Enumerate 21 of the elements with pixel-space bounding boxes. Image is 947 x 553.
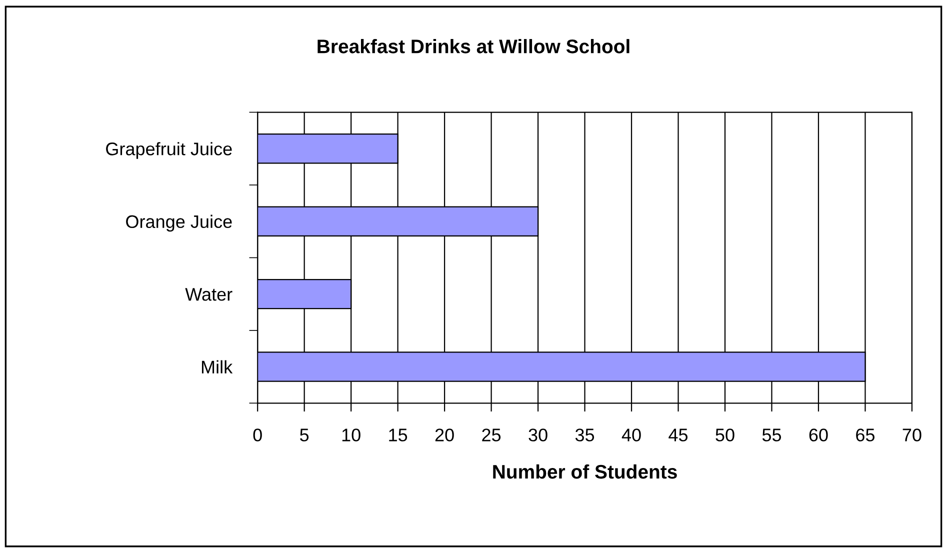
x-axis-title: Number of Students — [493, 464, 677, 479]
x-tick-label: 10 — [342, 428, 360, 442]
x-tick-label: 0 — [253, 428, 262, 442]
x-tick-label: 30 — [528, 428, 548, 442]
x-tick-label: 65 — [856, 428, 875, 442]
x-tick-label: 15 — [389, 428, 408, 442]
y-tick-label: Water — [185, 288, 232, 301]
y-tick-label: Milk — [202, 360, 233, 374]
x-tick-label: 60 — [809, 428, 828, 442]
x-tick-label: 20 — [435, 428, 454, 442]
x-tick-label: 35 — [575, 428, 594, 442]
x-tick-label: 25 — [482, 428, 501, 442]
y-tick-label: Grapefruit Juice — [106, 142, 232, 159]
chart-title: Breakfast Drinks at Willow School — [318, 39, 630, 54]
y-tick-label: Orange Juice — [126, 214, 232, 232]
x-tick-label: 55 — [762, 428, 782, 442]
x-tick-label: 70 — [902, 428, 922, 442]
x-tick-label: 40 — [622, 428, 641, 442]
x-tick-label: 45 — [668, 428, 688, 442]
x-tick-label: 5 — [300, 428, 309, 442]
x-tick-label: 50 — [716, 428, 734, 442]
